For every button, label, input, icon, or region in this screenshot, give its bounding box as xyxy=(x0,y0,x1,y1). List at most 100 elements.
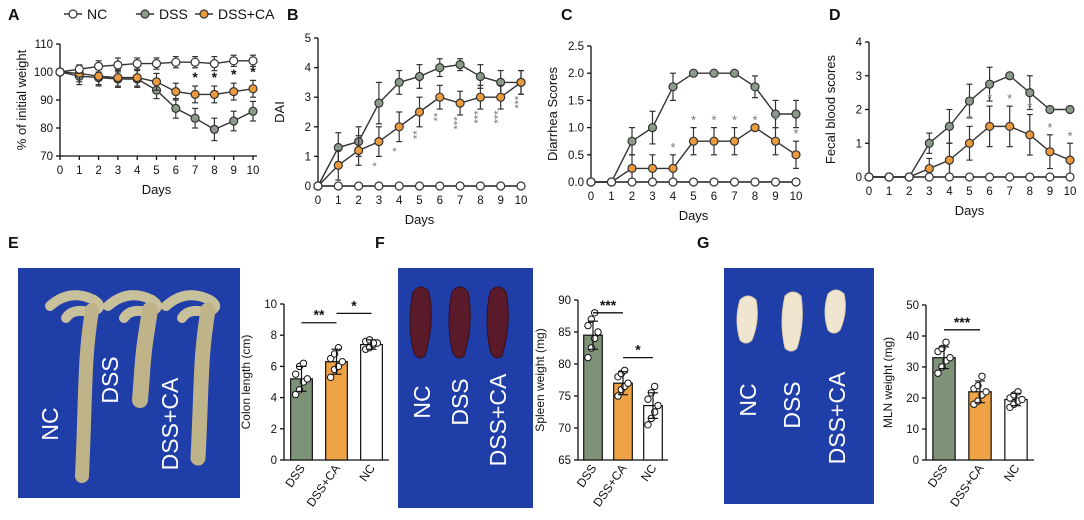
panel-b-series-dss-ca-point xyxy=(394,122,404,132)
panel-d-significance-star: * xyxy=(1047,120,1052,135)
panel-c-x-tick-label: 0 xyxy=(588,191,594,203)
panel-d-series-dss-ca-point xyxy=(924,163,934,174)
panel-c-series-nc-point xyxy=(627,177,637,187)
panel-f-data-point xyxy=(644,421,652,429)
panel-a-x-tick-label: 8 xyxy=(211,165,217,177)
panel-c-series-dss-ca-point xyxy=(791,150,801,160)
panel-c-series-nc-point xyxy=(770,177,781,187)
panel-c-series-dss-ca-point xyxy=(709,136,719,146)
panel-b-significance-star: *** xyxy=(472,110,484,124)
legend-marker-dss-ca xyxy=(199,9,209,19)
panel-b-series-nc-point xyxy=(414,181,425,191)
panel-b-series-nc-point xyxy=(354,181,364,191)
panel-c-y-tick-label: 2.5 xyxy=(568,41,584,53)
panel-b-x-tick-label: 2 xyxy=(355,195,361,207)
panel-a-series-nc-point xyxy=(248,56,258,66)
panel-b-series-nc-point xyxy=(516,181,526,191)
panel-c-significance-star: * xyxy=(711,113,716,128)
panel-f-significance-label: *** xyxy=(600,297,617,313)
panel-e-photo-label: DSS+CA xyxy=(157,377,183,470)
panel-g-data-point xyxy=(942,338,950,346)
panel-d-series-nc-point xyxy=(984,172,995,182)
panel-a-x-axis-label: Days xyxy=(142,182,172,197)
panel-e-y-tick-label: 10 xyxy=(264,299,277,311)
panel-a-x-tick-label: 5 xyxy=(153,165,159,177)
panel-c-series-dss-point xyxy=(791,109,801,119)
panel-f-spleen-tissue xyxy=(486,286,509,359)
panel-a-label: A xyxy=(8,7,20,24)
panel-f-data-point xyxy=(614,392,622,400)
panel-f-data-point xyxy=(624,379,632,387)
panel-a-y-tick-label: 110 xyxy=(35,39,53,51)
panel-e-significance-label: ** xyxy=(314,307,325,323)
panel-e-significance-label: * xyxy=(351,297,357,313)
panel-c-series-dss-ca-point xyxy=(729,136,740,146)
panel-b-y-axis-label: DAI xyxy=(272,101,287,123)
panel-c-y-tick-label: 0.5 xyxy=(568,150,584,162)
panel-d-x-tick-label: 4 xyxy=(946,186,953,198)
panel-b-y-tick-label: 1 xyxy=(305,151,311,163)
panel-d-significance-star: * xyxy=(987,91,992,106)
panel-b-x-tick-label: 9 xyxy=(497,195,503,207)
panel-b-y-tick-label: 2 xyxy=(305,122,311,134)
panel-e-data-point xyxy=(291,390,300,399)
panel-e-data-point xyxy=(326,373,335,382)
panel-c-x-tick-label: 2 xyxy=(629,191,635,203)
panel-e-colon-cecum xyxy=(45,290,105,323)
legend-label-dss-ca: DSS+CA xyxy=(218,6,275,22)
panel-g-category-label: DSS xyxy=(925,462,951,490)
panel-b-series-dss-point xyxy=(435,62,445,73)
panel-c-series-dss-point xyxy=(729,68,740,78)
panel-e-category-label: DSS xyxy=(282,462,308,490)
panel-e-label: E xyxy=(8,235,19,252)
panel-c-y-tick-label: 2.0 xyxy=(568,68,584,80)
panel-c-series-dss-point xyxy=(627,136,637,146)
panel-f-bar-dss xyxy=(583,334,603,461)
panel-b-y-tick-label: 5 xyxy=(305,33,311,45)
panel-c-x-tick-label: 4 xyxy=(670,191,677,203)
panel-e-category-label: NC xyxy=(357,461,379,484)
legend-label-dss: DSS xyxy=(159,6,188,22)
panel-b-y-tick-label: 4 xyxy=(305,63,312,75)
panel-b-series-dss-ca-point xyxy=(333,160,343,170)
panel-b-significance-star: *** xyxy=(493,110,505,124)
panel-a-x-tick-label: 6 xyxy=(173,165,179,177)
panel-a-y-tick-label: 70 xyxy=(40,151,53,163)
panel-d-y-tick-label: 0 xyxy=(856,172,862,184)
panel-a-series-nc-point xyxy=(190,57,200,67)
panel-c-y-tick-label: 1.5 xyxy=(568,95,584,107)
panel-g-data-point xyxy=(978,372,986,380)
panel-a-series-dss-ca-point xyxy=(151,77,162,87)
panel-e-data-point xyxy=(291,370,300,378)
panel-c-series-nc-point xyxy=(709,177,719,187)
panel-c-series-dss-ca-point xyxy=(647,163,658,173)
panel-f-category-label: DSS xyxy=(574,462,600,490)
panel-b-x-tick-label: 6 xyxy=(437,195,443,207)
panel-d-y-tick-label: 2 xyxy=(856,105,862,117)
panel-b-series-nc-point xyxy=(313,181,323,191)
panel-a-x-tick-label: 10 xyxy=(247,165,260,177)
panel-c-series-nc-point xyxy=(586,177,596,187)
panel-d-y-tick-label: 3 xyxy=(856,71,862,83)
panel-a-x-tick-label: 7 xyxy=(192,165,198,177)
panel-b-significance-star: * xyxy=(371,162,383,167)
panel-g-photo-label: NC xyxy=(735,383,761,416)
panel-e-category-label: DSS+CA xyxy=(304,462,343,510)
panel-c-significance-star: * xyxy=(670,140,675,155)
panel-d-significance-star: * xyxy=(1067,128,1072,143)
panel-e-photo-label: DSS xyxy=(97,356,123,403)
legend-label-nc: NC xyxy=(87,6,107,22)
panel-b-series-nc-point xyxy=(435,181,445,191)
panel-c-y-axis-label: Diarrhea Scores xyxy=(545,67,560,161)
panel-e-data-point xyxy=(338,358,347,366)
panel-e-colon-tissue xyxy=(132,302,158,408)
panel-d-series-nc-point xyxy=(904,172,914,182)
panel-f-y-tick-label: 80 xyxy=(558,359,571,371)
panel-d-y-axis-label: Fecal blood scores xyxy=(823,54,838,164)
panel-e-y-axis-label: Colon length (cm) xyxy=(239,335,253,430)
panel-a-series-dss-ca-point xyxy=(229,86,239,97)
panel-b-x-tick-label: 8 xyxy=(477,195,483,207)
panel-a-series-dss-point xyxy=(190,113,200,123)
panel-d-series-nc-point xyxy=(864,172,874,182)
